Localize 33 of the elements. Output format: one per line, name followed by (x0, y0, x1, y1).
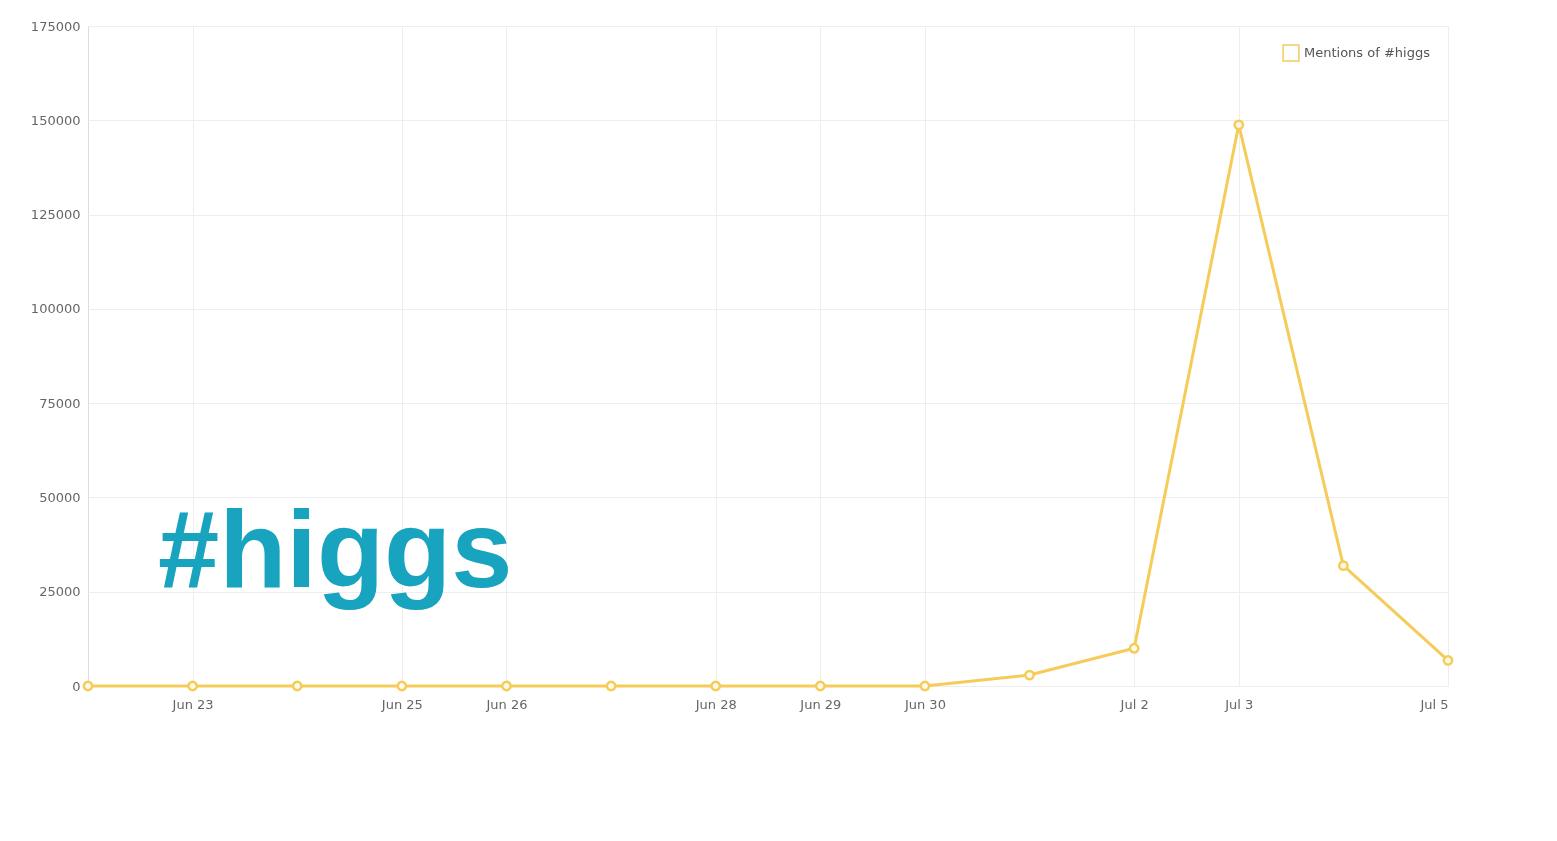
y-tick-label: 25000 (39, 584, 81, 600)
point (291, 680, 303, 692)
x-tick-label: Jun 28 (694, 696, 737, 712)
y-tick-label: 50000 (39, 489, 81, 505)
point (1233, 119, 1245, 131)
y-tick-label: 75000 (39, 395, 81, 411)
y-tick-label: 125000 (30, 207, 81, 223)
point (1024, 669, 1035, 681)
legend-label: Mentions of #higgs (1304, 45, 1431, 60)
point (1442, 654, 1454, 666)
x-tick-label: Jun 26 (485, 696, 528, 712)
point (82, 680, 94, 692)
point (814, 680, 826, 692)
y-tick-label: 150000 (30, 112, 81, 128)
x-tick-label: Jul 5 (1419, 696, 1449, 712)
y-tick-label: 100000 (30, 301, 81, 317)
x-tick-label: Jun 23 (171, 696, 214, 712)
point (501, 680, 512, 692)
y-tick-label: 175000 (30, 18, 81, 34)
point (919, 680, 931, 692)
x-tick-label: Jun 29 (799, 696, 842, 712)
x-tick-label: Jul 3 (1224, 696, 1254, 712)
y-tick-label: 0 (72, 678, 81, 694)
annotation: #higgs (158, 487, 513, 610)
point (605, 680, 617, 692)
point (1128, 642, 1140, 654)
x-tick-label: Jul 2 (1119, 696, 1149, 712)
point (396, 680, 408, 692)
point (187, 680, 199, 692)
x-tick-label: Jun 25 (380, 696, 423, 712)
x-tick-label: Jun 30 (903, 696, 946, 712)
point (1337, 560, 1349, 572)
point (710, 680, 722, 692)
